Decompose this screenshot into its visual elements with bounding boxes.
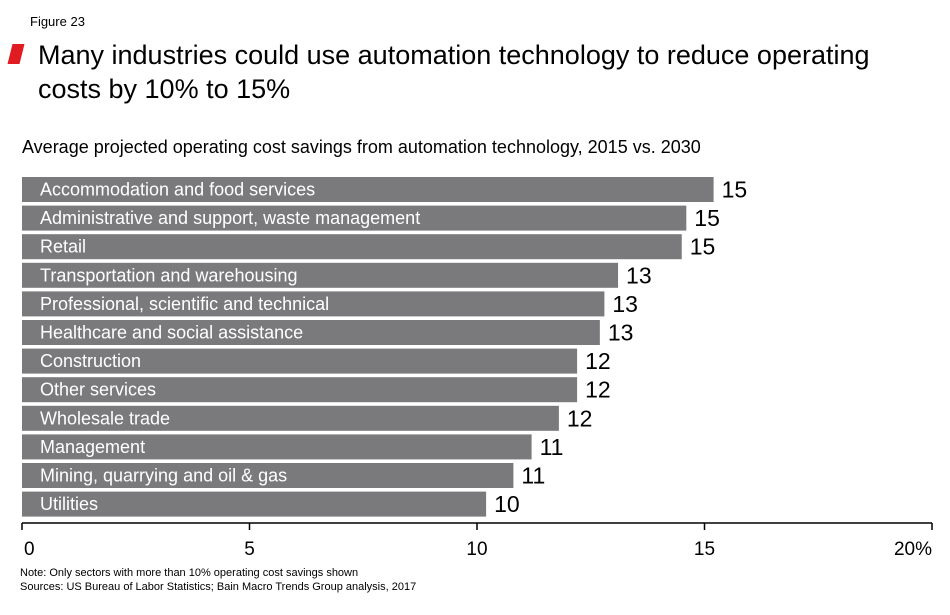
bar-category-label: Mining, quarrying and oil & gas [40,466,287,486]
bar [22,262,619,288]
bar-category-label: Wholesale trade [40,408,170,428]
footnote-sources: Sources: US Bureau of Labor Statistics; … [20,581,417,593]
bar-value-label: 11 [521,463,545,489]
bar [22,377,578,403]
bar [22,320,600,345]
bar [22,405,559,431]
bar-value-label: 12 [567,405,593,431]
bar-value-label: 15 [722,177,748,203]
bar [22,348,578,374]
bar-category-label: Administrative and support, waste manage… [40,208,420,228]
x-tick-label: 15 [694,539,715,560]
bar [22,177,714,202]
chart-subtitle: Average projected operating cost savings… [22,137,701,157]
bar-category-label: Professional, scientific and technical [40,294,329,314]
bar-value-label: 12 [585,377,611,403]
bar-value-label: 12 [585,348,611,374]
figure-label: Figure 23 [30,14,85,29]
x-tick-label: 5 [244,539,255,560]
bar-category-label: Transportation and warehousing [40,265,298,285]
footnote-note: Note: Only sectors with more than 10% op… [20,567,359,579]
x-tick-label: 10 [466,539,487,560]
bar-value-label: 11 [540,434,564,460]
bar [22,491,487,517]
bar [22,205,687,231]
bar-category-label: Retail [40,237,86,257]
bar-value-label: 13 [626,262,652,288]
bar-value-label: 15 [694,205,720,231]
footnote: Note: Only sectors with more than 10% op… [20,566,416,594]
bar-value-label: 13 [612,291,638,317]
bar [22,291,605,317]
bar [22,463,514,488]
bar-category-label: Utilities [40,494,98,514]
x-tick-label: 0 [24,539,35,560]
chart-title: Many industries could use automation tec… [38,40,870,104]
bar-value-label: 13 [608,320,634,346]
bar-value-label: 15 [690,234,716,260]
bar [22,234,682,260]
x-tick-label: 20% [894,539,932,560]
bar-category-label: Accommodation and food services [40,180,315,200]
bar-category-label: Management [40,437,145,457]
bar-category-label: Construction [40,351,141,371]
bar [22,434,532,460]
bar-category-label: Healthcare and social assistance [40,323,303,343]
bar-category-label: Other services [40,380,156,400]
bar-value-label: 10 [494,491,520,517]
